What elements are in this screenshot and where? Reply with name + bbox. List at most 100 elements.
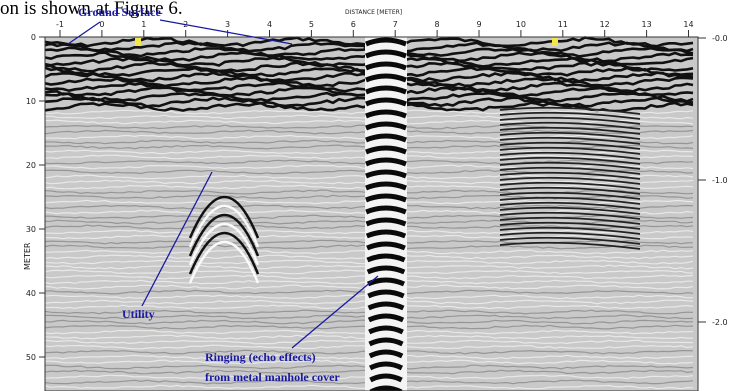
- ringing-band: [365, 109, 407, 119]
- hyperbola: [188, 195, 260, 239]
- left-tick-label: 40: [26, 289, 36, 298]
- x-tick-label: 5: [309, 20, 314, 29]
- x-tick-label: 14: [683, 20, 693, 29]
- ground-surface-label: Ground Surface: [78, 5, 161, 19]
- reflection-band: [499, 121, 641, 130]
- reflection-band: [499, 186, 641, 195]
- reflection-band: [499, 191, 641, 200]
- x-tick-label: 0: [99, 20, 104, 29]
- ringing-label: from metal manhole cover: [205, 370, 340, 384]
- ringing-band: [366, 253, 406, 263]
- ringing-band: [365, 37, 407, 47]
- reflection-band: [499, 201, 641, 210]
- reflection-band: [499, 211, 641, 220]
- reflection-band: [499, 106, 641, 115]
- left-tick-label: 10: [26, 97, 36, 106]
- ringing-band: [365, 169, 407, 179]
- hyperbola: [188, 213, 260, 257]
- ringing-band: [365, 49, 407, 59]
- ringing-band: [366, 241, 406, 251]
- ringing-band: [365, 205, 407, 215]
- reflection-band: [499, 181, 641, 190]
- x-tick-label: 3: [225, 20, 230, 29]
- reflection-band: [499, 126, 641, 135]
- utility-label: Utility: [122, 307, 155, 321]
- ringing-band: [365, 121, 407, 131]
- x-tick-label: 13: [642, 20, 652, 29]
- ringing-band: [365, 145, 407, 155]
- reflection-band: [499, 236, 641, 245]
- reflection-band: [499, 166, 641, 175]
- x-ticks: -1 0 1 2 3 4 5 6 7 8 9 10 11 12 13 14: [56, 20, 694, 37]
- reflection-band: [499, 226, 641, 235]
- reflection-band: [499, 111, 641, 120]
- marker: [135, 38, 141, 46]
- reflection-band: [499, 241, 641, 250]
- right-tick-label: -0.0: [712, 34, 728, 43]
- reflection-band: [499, 131, 641, 140]
- hyperbola: [188, 222, 260, 266]
- ringing-band: [365, 97, 407, 107]
- x-axis-title: DISTANCE [METER]: [345, 9, 402, 16]
- ringing-band: [365, 157, 407, 167]
- radargram-texture: [44, 36, 694, 391]
- ringing-band: [365, 133, 407, 143]
- left-tick-label: 30: [26, 225, 36, 234]
- right-ticks: -0.0 -1.0 -2.0: [698, 34, 728, 327]
- x-tick-label: 6: [351, 20, 356, 29]
- arrow: [67, 21, 101, 45]
- ringing-band: [368, 361, 404, 371]
- hyperbola: [188, 231, 260, 275]
- ringing-band: [369, 373, 403, 383]
- reflection-band: [499, 161, 641, 170]
- reflection-band: [499, 146, 641, 155]
- x-tick-label: 12: [600, 20, 610, 29]
- x-tick-label: -1: [56, 20, 64, 29]
- left-tick-label: 50: [26, 353, 36, 362]
- ringing-band: [367, 289, 405, 299]
- left-ticks: 0 10 20 30 40 50: [26, 33, 45, 362]
- x-tick-label: 11: [558, 20, 568, 29]
- x-tick-label: 1: [141, 20, 146, 29]
- reflection-band: [499, 151, 641, 160]
- x-tick-label: 4: [267, 20, 272, 29]
- right-tick-label: -2.0: [712, 318, 728, 327]
- x-tick-label: 8: [435, 20, 440, 29]
- arrow: [159, 19, 293, 45]
- reflection-band: [499, 116, 641, 125]
- reflection-band: [499, 156, 641, 165]
- plot-frame: [44, 36, 699, 391]
- reflection-band: [499, 171, 641, 180]
- ringing-band: [365, 217, 407, 227]
- x-tick-label: 7: [393, 20, 398, 29]
- ringing-band: [365, 193, 407, 203]
- arrow: [291, 275, 379, 349]
- ringing-band: [368, 349, 404, 359]
- annotation-arrows: [67, 19, 379, 349]
- ringing-band: [365, 181, 407, 191]
- ringing-band: [367, 301, 405, 311]
- left-tick-label: 20: [26, 161, 36, 170]
- left-tick-label: 0: [31, 33, 36, 42]
- ringing-label: Ringing (echo effects): [205, 350, 316, 364]
- ringing-band: [368, 325, 404, 335]
- x-tick-label: 10: [516, 20, 526, 29]
- reflection-band: [499, 141, 641, 150]
- reflection-band: [499, 216, 641, 225]
- ringing-band: [365, 73, 407, 83]
- reflection-band: [499, 196, 641, 205]
- reflection-band: [499, 206, 641, 215]
- reflection-band: [499, 176, 641, 185]
- arrow: [141, 171, 213, 307]
- ringing-band: [365, 229, 407, 239]
- marker: [552, 38, 558, 46]
- ringing-band: [366, 277, 406, 287]
- reflection-band: [499, 221, 641, 230]
- reflection-band: [499, 136, 641, 145]
- ringing-band: [365, 85, 407, 95]
- reflection-band: [499, 231, 641, 240]
- caption: on is shown at Figure 6.: [0, 0, 183, 19]
- ringing-band: [368, 337, 404, 347]
- right-tick-label: -1.0: [712, 176, 728, 185]
